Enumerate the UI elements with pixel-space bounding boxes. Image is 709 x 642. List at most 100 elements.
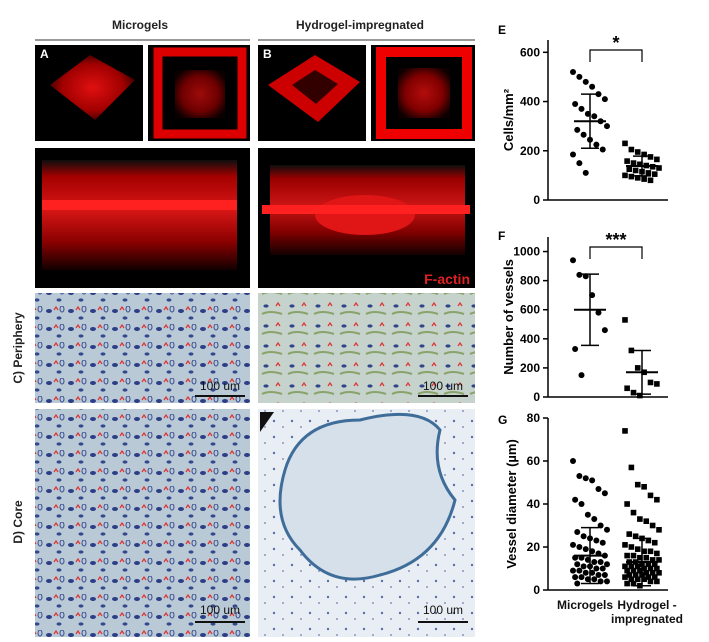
data-point xyxy=(589,83,596,90)
image-side-shape xyxy=(262,205,470,214)
data-point xyxy=(651,171,658,177)
data-point xyxy=(572,101,579,107)
data-point xyxy=(643,570,650,576)
data-point xyxy=(624,158,630,164)
data-point xyxy=(574,580,581,587)
data-point xyxy=(641,576,647,583)
data-point xyxy=(641,176,647,182)
data-point xyxy=(580,131,587,138)
data-point xyxy=(628,576,635,583)
data-point xyxy=(572,574,579,581)
y-tick-label: 0 xyxy=(533,583,540,597)
data-point xyxy=(651,539,658,546)
data-point xyxy=(632,572,639,578)
data-point xyxy=(634,149,641,155)
y-tick-label: 400 xyxy=(520,332,540,346)
image-3d-shape xyxy=(398,68,450,118)
data-point xyxy=(572,496,579,503)
data-point xyxy=(643,554,650,561)
y-tick-label: 0 xyxy=(533,193,540,207)
data-point xyxy=(641,151,647,158)
y-axis-label: Vessel diameter (µm) xyxy=(504,439,519,569)
y-tick-label: 800 xyxy=(520,274,540,288)
data-point xyxy=(634,546,641,552)
data-point xyxy=(624,501,630,507)
data-point xyxy=(626,572,633,578)
y-tick-label: 80 xyxy=(527,411,541,425)
y-tick-label: 1000 xyxy=(513,245,540,259)
data-point xyxy=(634,365,641,371)
data-point xyxy=(647,492,654,499)
data-point xyxy=(647,548,654,555)
data-point xyxy=(654,550,660,557)
data-point xyxy=(572,346,579,352)
image-artifact xyxy=(260,412,274,432)
image-histology xyxy=(35,293,250,403)
y-axis-label: Number of vessels xyxy=(501,259,516,375)
significance-label: *** xyxy=(605,230,626,250)
data-point xyxy=(582,169,589,176)
data-point xyxy=(641,548,647,555)
data-point xyxy=(654,381,660,387)
data-point xyxy=(654,578,660,585)
data-point xyxy=(645,537,652,544)
data-point xyxy=(628,563,635,570)
data-point xyxy=(624,580,630,587)
image-tissue-outline xyxy=(278,412,457,581)
data-point xyxy=(578,105,585,112)
data-point xyxy=(595,571,602,578)
data-point xyxy=(628,347,635,354)
data-point xyxy=(628,544,635,550)
data-point xyxy=(576,271,583,278)
data-point xyxy=(643,518,650,524)
data-point xyxy=(641,565,647,572)
data-point xyxy=(641,484,647,490)
image-histology xyxy=(258,293,475,403)
data-point xyxy=(582,475,589,482)
data-point xyxy=(580,533,587,540)
data-point xyxy=(637,392,643,399)
image-side-shape xyxy=(315,195,415,235)
data-point xyxy=(622,428,628,434)
data-point xyxy=(576,73,583,80)
image-3d-shape xyxy=(153,47,247,139)
data-point xyxy=(656,165,662,171)
data-point xyxy=(622,563,628,570)
y-tick-label: 200 xyxy=(520,144,540,158)
data-point xyxy=(574,528,581,535)
panel-letter: B xyxy=(263,47,272,61)
data-point xyxy=(574,561,581,568)
data-point xyxy=(634,576,641,583)
data-point xyxy=(634,175,641,181)
data-point xyxy=(647,578,654,585)
data-point xyxy=(578,501,585,507)
data-point xyxy=(593,141,600,148)
panel-letter: G xyxy=(498,413,507,427)
data-point xyxy=(630,552,637,559)
data-point xyxy=(628,173,635,180)
image-3d-shape xyxy=(175,70,225,118)
data-point xyxy=(574,126,581,133)
data-point xyxy=(570,69,576,75)
data-point xyxy=(626,531,633,537)
data-point xyxy=(578,372,585,379)
y-tick-label: 60 xyxy=(527,454,541,468)
data-point xyxy=(634,481,641,488)
data-point xyxy=(624,552,630,559)
data-point xyxy=(654,156,660,163)
data-point xyxy=(630,567,637,574)
data-point xyxy=(601,96,608,103)
y-tick-label: 20 xyxy=(527,540,541,554)
row-label: C) Periphery xyxy=(11,312,25,384)
data-point xyxy=(595,485,602,492)
data-point xyxy=(634,563,641,570)
data-point xyxy=(632,167,639,174)
image-histology xyxy=(35,409,250,637)
data-point xyxy=(632,533,639,540)
data-point xyxy=(645,574,652,580)
image-side-shape xyxy=(42,160,237,270)
x-tick-label: Microgels xyxy=(556,598,613,612)
data-point xyxy=(649,522,656,529)
data-point xyxy=(622,140,628,147)
